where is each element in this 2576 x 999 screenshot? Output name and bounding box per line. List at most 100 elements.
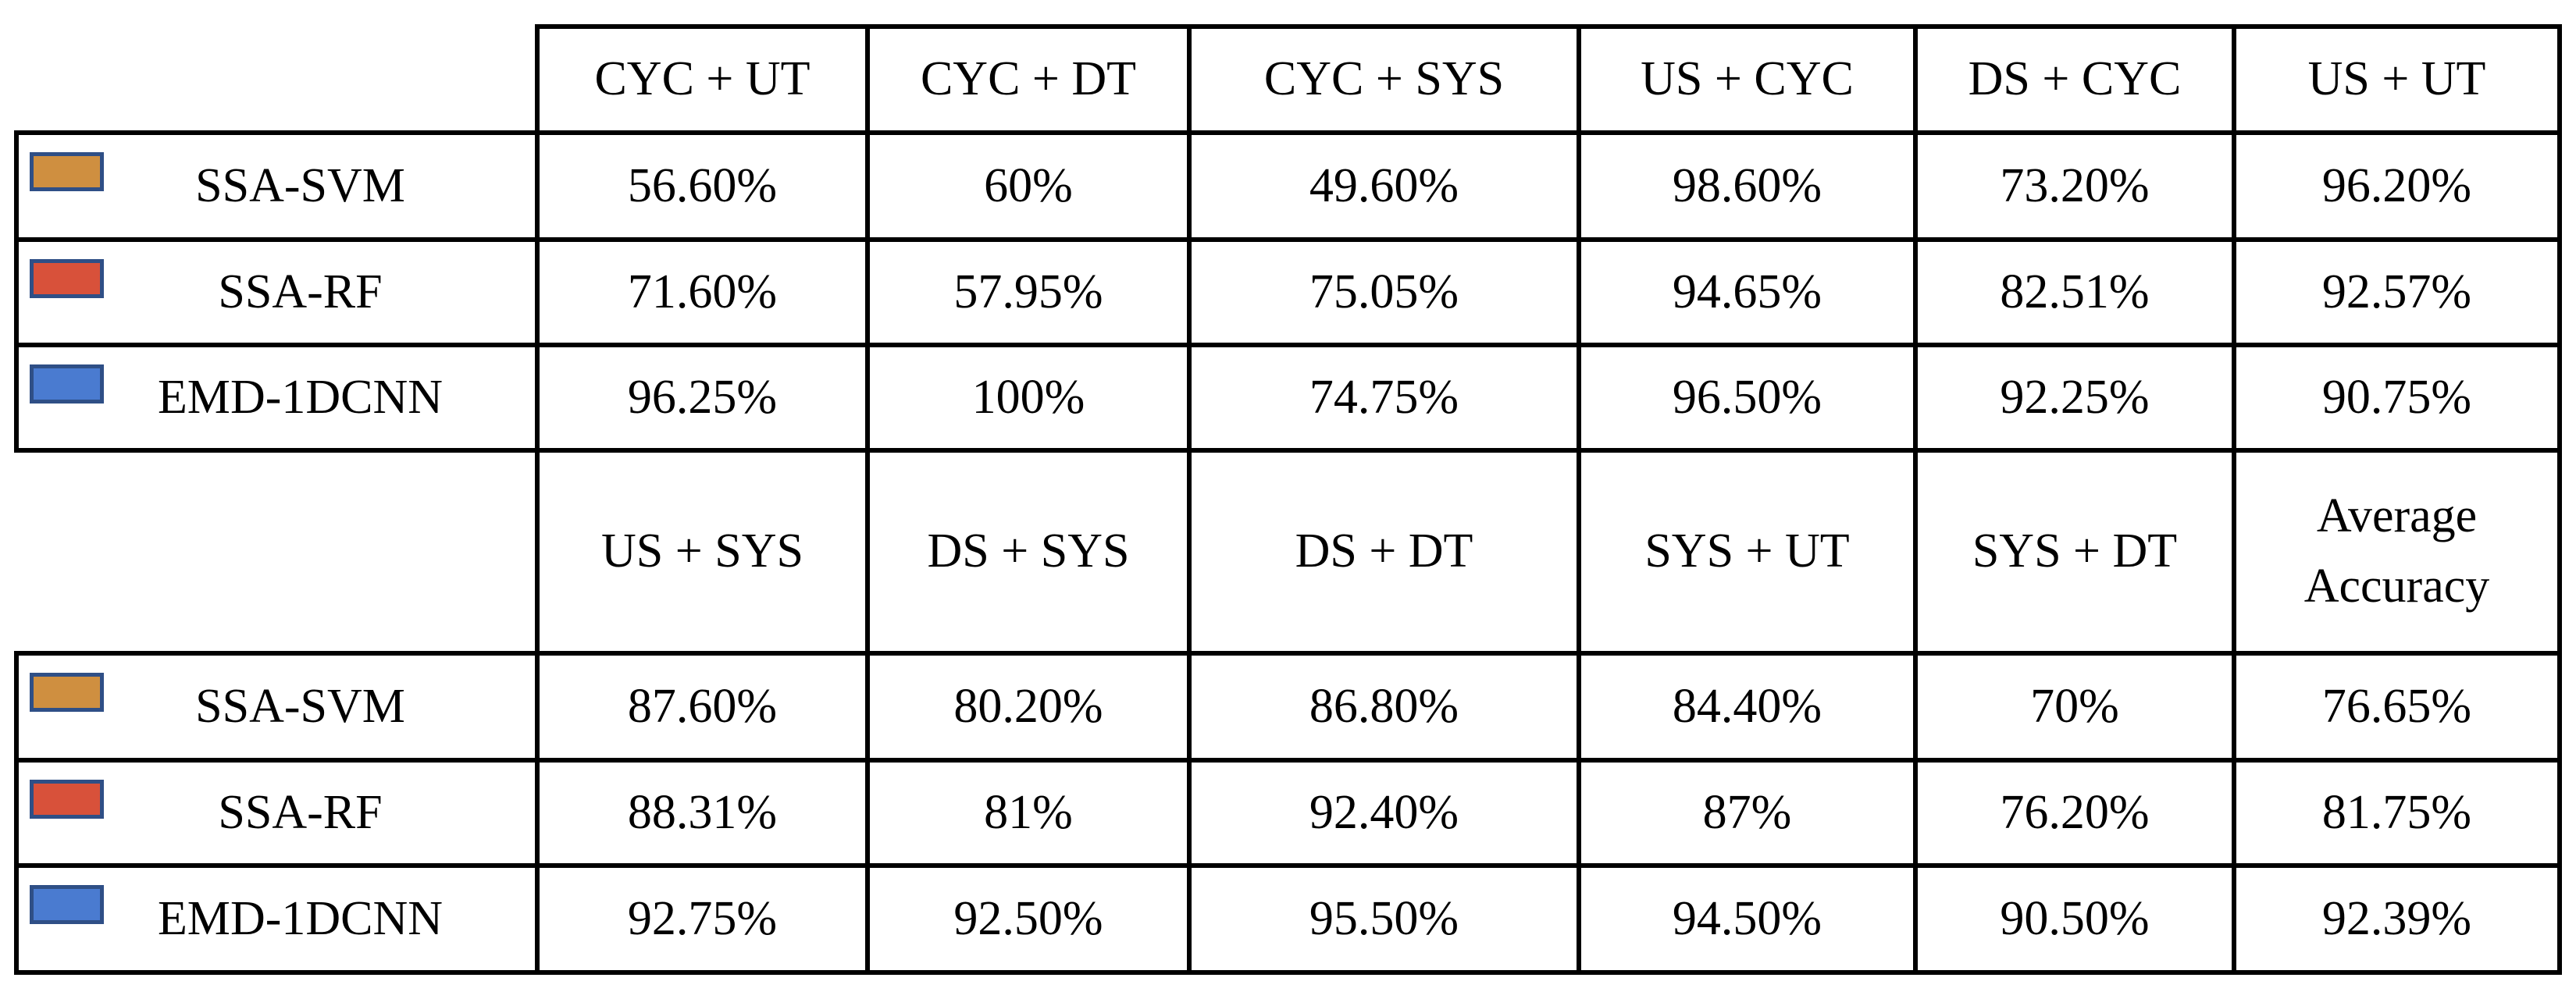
table-cell: 92.75% [535,863,870,975]
table-cell: 96.20% [2232,130,2562,242]
cell-text: EMD-1DCNN [157,891,444,945]
column-header: SYS + UT [1577,448,1918,656]
table-cell: 81.75% [2232,758,2562,868]
table-cell: 57.95% [865,237,1192,347]
cell-text: 76.65% [2321,679,2472,733]
table-cell: 96.25% [535,343,870,453]
table-cell: 70% [1913,651,2236,763]
legend-swatch [30,364,104,404]
table-cell: 96.50% [1577,343,1918,453]
table-cell: 90.50% [1913,863,2236,975]
table-cell: 94.50% [1577,863,1918,975]
cell-text: 75.05% [1309,265,1459,318]
row-label: EMD-1DCNN [14,343,540,453]
cell-text: 80.20% [953,679,1103,733]
table-cell: 86.80% [1187,651,1581,763]
legend-swatch [30,152,104,191]
table-cell: 84.40% [1577,651,1918,763]
cell-text: 81.75% [2321,785,2472,839]
cell-text: 84.40% [1672,679,1822,733]
cell-text: 96.25% [627,370,778,424]
cell-text: SYS + DT [1972,524,2178,578]
table-cell: 49.60% [1187,130,1581,242]
cell-text: 96.50% [1672,370,1822,424]
cell-text: Average Accuracy [2303,489,2490,613]
cell-text: 76.20% [2000,785,2150,839]
column-header: Average Accuracy [2232,448,2562,656]
cell-text: 92.25% [2000,370,2150,424]
table-cell: 92.50% [865,863,1192,975]
cell-text: DS + SYS [927,524,1130,578]
cell-text: 87% [1702,785,1792,839]
cell-text: 60% [984,158,1073,212]
column-header: DS + CYC [1913,24,2236,135]
cell-text: 49.60% [1309,158,1459,212]
table-cell: 92.57% [2232,237,2562,347]
cell-text: SSA-RF [218,265,383,318]
row-label: SSA-RF [14,237,540,347]
cell-text: SYS + UT [1644,524,1850,578]
table-cell: 87.60% [535,651,870,763]
cell-text: SSA-SVM [195,158,405,212]
table-cell: 76.65% [2232,651,2562,763]
column-header: CYC + SYS [1187,24,1581,135]
column-header: US + UT [2232,24,2562,135]
row-label: SSA-SVM [14,651,540,763]
legend-swatch [30,259,104,298]
table-cell: 92.39% [2232,863,2562,975]
cell-text: 92.39% [2321,891,2472,945]
row-label: SSA-RF [14,758,540,868]
cell-text: 100% [971,370,1085,424]
cell-text: 95.50% [1309,891,1459,945]
cell-text: US + SYS [601,524,803,578]
table-cell: 73.20% [1913,130,2236,242]
column-header: SYS + DT [1913,448,2236,656]
cell-text: EMD-1DCNN [157,370,444,424]
cell-text: 86.80% [1309,679,1459,733]
cell-text: 88.31% [627,785,778,839]
cell-text: US + UT [2307,52,2486,106]
table-cell: 82.51% [1913,237,2236,347]
cell-text: 94.65% [1672,265,1822,318]
column-header: DS + SYS [865,448,1192,656]
table-cell: 92.25% [1913,343,2236,453]
cell-text: 92.75% [627,891,778,945]
cell-text: 94.50% [1672,891,1822,945]
table-cell: 74.75% [1187,343,1581,453]
table-cell: 92.40% [1187,758,1581,868]
cell-text: SSA-SVM [195,679,405,733]
table-cell: 90.75% [2232,343,2562,453]
column-header: DS + DT [1187,448,1581,656]
column-header: CYC + UT [535,24,870,135]
table-cell: 87% [1577,758,1918,868]
cell-text: 92.40% [1309,785,1459,839]
table-cell: 100% [865,343,1192,453]
column-header: US + SYS [535,448,870,656]
cell-text: US + CYC [1641,52,1854,106]
table-cell: 80.20% [865,651,1192,763]
cell-text: 82.51% [2000,265,2150,318]
cell-text: SSA-RF [218,785,383,839]
cell-text: 74.75% [1309,370,1459,424]
cell-text: 81% [984,785,1073,839]
table-cell: 98.60% [1577,130,1918,242]
table-cell: 94.65% [1577,237,1918,347]
table-cell: 75.05% [1187,237,1581,347]
column-header: US + CYC [1577,24,1918,135]
cell-text: 98.60% [1672,158,1822,212]
row-label: EMD-1DCNN [14,863,540,975]
column-header: CYC + DT [865,24,1192,135]
cell-text: 96.20% [2321,158,2472,212]
cell-text: 56.60% [627,158,778,212]
row-label: SSA-SVM [14,130,540,242]
cell-text: DS + CYC [1968,52,2182,106]
table-cell: 56.60% [535,130,870,242]
cell-text: 87.60% [627,679,778,733]
cell-text: DS + DT [1295,524,1473,578]
table-cell: 81% [865,758,1192,868]
cell-text: CYC + SYS [1263,52,1505,106]
cell-text: 92.57% [2321,265,2472,318]
cell-text: 57.95% [953,265,1103,318]
table-cell: 71.60% [535,237,870,347]
